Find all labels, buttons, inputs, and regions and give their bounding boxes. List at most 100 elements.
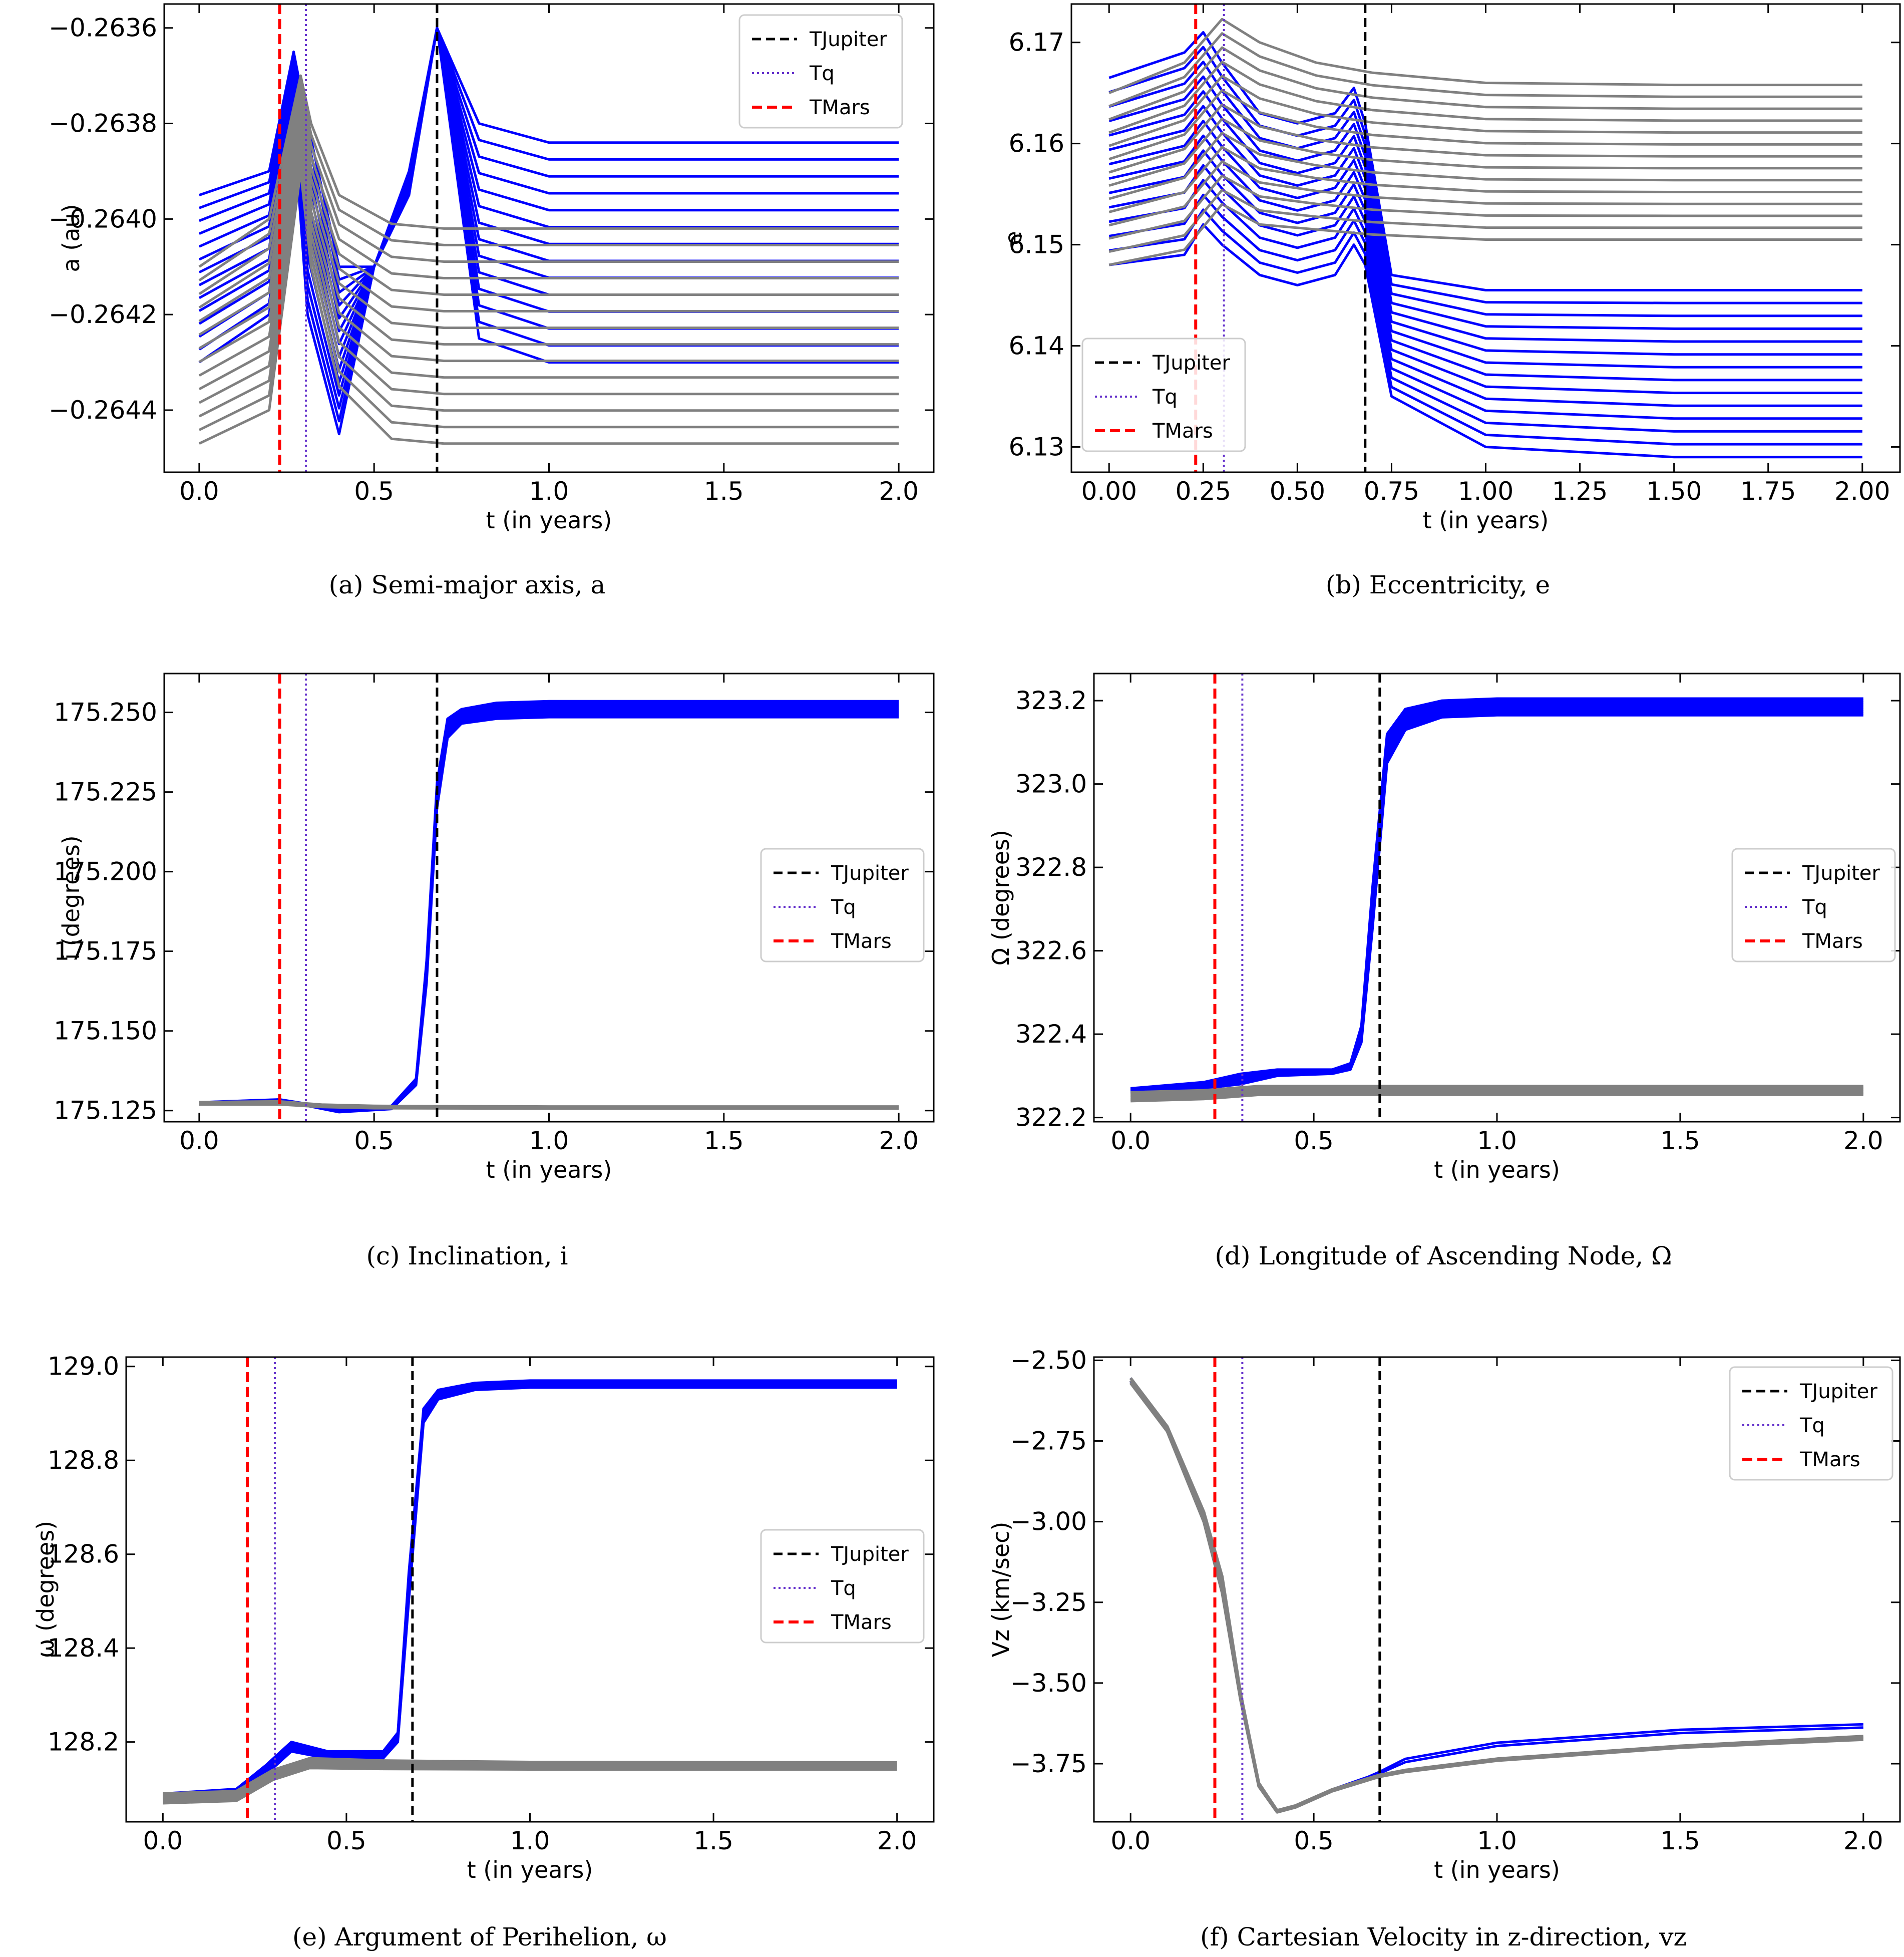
- legend-label-tq: Tq: [831, 896, 856, 919]
- y-tick-label: 128.6: [48, 1540, 119, 1569]
- series-blue: [1130, 697, 1863, 1094]
- plot-area: [199, 700, 899, 1114]
- legend-box: [738, 14, 903, 129]
- x-tick-label: 0.5: [354, 1126, 394, 1155]
- y-tick-label: 175.175: [54, 937, 157, 966]
- series-line: [1108, 179, 1862, 420]
- panel-caption: (b) Eccentricity, e: [1326, 570, 1550, 599]
- panel-caption: (c) Inclination, i: [366, 1241, 568, 1270]
- panel-caption: (a) Semi-major axis, a: [329, 570, 606, 599]
- y-tick-label: 6.14: [1009, 332, 1064, 361]
- x-axis-label: t (in years): [1434, 1156, 1560, 1183]
- panel-caption: (f) Cartesian Velocity in z-direction, v…: [1200, 1922, 1687, 1951]
- legend-label-mars: TMars: [1802, 930, 1863, 953]
- legend: TJupiter Tq TMars: [1731, 848, 1896, 962]
- y-tick-label: 128.2: [48, 1728, 119, 1757]
- x-tick-label: 1.0: [1477, 1826, 1517, 1855]
- x-tick-label: 1.0: [510, 1826, 550, 1855]
- legend-label-tq: Tq: [1152, 386, 1178, 409]
- series-line: [1108, 120, 1862, 369]
- series-line: [198, 126, 899, 363]
- series-gray: [163, 1757, 897, 1805]
- plot-area: [198, 27, 899, 445]
- series-line: [1108, 90, 1862, 343]
- series-line: [198, 111, 899, 336]
- series-line: [198, 74, 899, 268]
- y-tick-label: 322.8: [1015, 853, 1087, 882]
- y-tick-label: −3.75: [1010, 1749, 1087, 1778]
- series-line: [1108, 32, 1862, 108]
- y-tick-label: 175.200: [54, 857, 157, 886]
- series-line: [1108, 75, 1862, 147]
- y-tick-label: 6.15: [1009, 230, 1064, 259]
- legend-label-tq: Tq: [809, 62, 835, 85]
- series-line: [198, 162, 899, 431]
- x-axis-label: t (in years): [486, 507, 612, 534]
- y-tick-label: 175.125: [54, 1096, 157, 1125]
- series-gray: [1129, 1377, 1863, 1814]
- series-line: [1108, 75, 1862, 330]
- series-line: [1130, 697, 1863, 1090]
- series-line: [1108, 149, 1862, 395]
- y-tick-label: 6.13: [1009, 433, 1064, 462]
- series-line: [1130, 1086, 1863, 1096]
- series-line: [1108, 103, 1862, 174]
- legend-label-mars: TMars: [1799, 1448, 1860, 1471]
- series-line: [198, 104, 899, 322]
- x-tick-label: 1.0: [1477, 1126, 1517, 1155]
- legend: TJupiter Tq TMars: [760, 848, 925, 962]
- x-tick-label: 1.25: [1552, 477, 1608, 506]
- x-tick-label: 1.0: [529, 477, 569, 506]
- series-line: [1108, 89, 1862, 161]
- y-tick-label: −3.00: [1010, 1507, 1087, 1536]
- plot-area: [1130, 697, 1863, 1103]
- series-line: [198, 155, 899, 418]
- y-tick-label: −0.2644: [49, 396, 157, 425]
- series-line: [199, 1100, 899, 1109]
- y-tick-label: 129.0: [48, 1352, 119, 1381]
- panel-caption: (e) Argument of Perihelion, ω: [292, 1922, 667, 1951]
- x-axis-label: t (in years): [1423, 507, 1549, 534]
- series-line: [1130, 1088, 1863, 1098]
- y-axis-label: ω (degrees): [32, 1521, 59, 1658]
- x-tick-label: 1.5: [1660, 1826, 1700, 1855]
- series-line: [163, 1757, 897, 1795]
- legend: TJupiter Tq TMars: [1081, 338, 1246, 452]
- chart-panel-6: 0.0 0.5 1.0 1.5 2.0 −3.75 −3.50 −3.25 −3.00 −2.75…: [987, 1346, 1901, 1951]
- x-tick-label: 0.0: [143, 1826, 183, 1855]
- series-line: [1108, 105, 1862, 356]
- x-tick-label: 2.0: [1843, 1126, 1883, 1155]
- x-tick-label: 1.5: [704, 1126, 744, 1155]
- x-tick-label: 0.5: [354, 477, 394, 506]
- y-tick-label: −0.2640: [49, 204, 157, 233]
- x-tick-label: 0.5: [1294, 1126, 1334, 1155]
- series-line: [1108, 46, 1862, 304]
- x-tick-label: 1.5: [693, 1826, 733, 1855]
- x-tick-label: 0.0: [1110, 1826, 1151, 1855]
- series-line: [163, 1379, 897, 1795]
- series-line: [1108, 31, 1862, 291]
- x-tick-label: 0.25: [1176, 477, 1231, 506]
- series-line: [1130, 1091, 1863, 1101]
- chart-panel-5: 0.0 0.5 1.0 1.5 2.0 128.2 128.4 128.6 128.8 129.0…: [32, 1352, 935, 1951]
- legend-label-jupiter: TJupiter: [1799, 1380, 1877, 1403]
- chart-panel-4: 0.0 0.5 1.0 1.5 2.0 322.2 322.4 322.6 322.8 323.0…: [987, 673, 1901, 1270]
- x-tick-label: 1.00: [1458, 477, 1513, 506]
- y-tick-label: 6.17: [1009, 28, 1064, 57]
- panel-caption: (d) Longitude of Ascending Node, Ω: [1215, 1241, 1672, 1270]
- y-axis-label: i (degrees): [58, 835, 85, 959]
- x-tick-label: 2.0: [879, 477, 919, 506]
- series-line: [199, 27, 899, 268]
- plot-area: [163, 1379, 897, 1805]
- series-line: [198, 133, 899, 377]
- series-gray: [198, 74, 899, 445]
- y-tick-label: 175.150: [54, 1017, 157, 1046]
- y-tick-label: −0.2636: [49, 14, 157, 43]
- y-tick-label: −3.25: [1010, 1588, 1087, 1617]
- x-tick-label: 0.5: [1294, 1826, 1334, 1855]
- x-axis-label: t (in years): [467, 1856, 593, 1883]
- x-tick-label: 0.50: [1270, 477, 1325, 506]
- x-tick-label: 2.00: [1834, 477, 1890, 506]
- series-line: [198, 148, 899, 404]
